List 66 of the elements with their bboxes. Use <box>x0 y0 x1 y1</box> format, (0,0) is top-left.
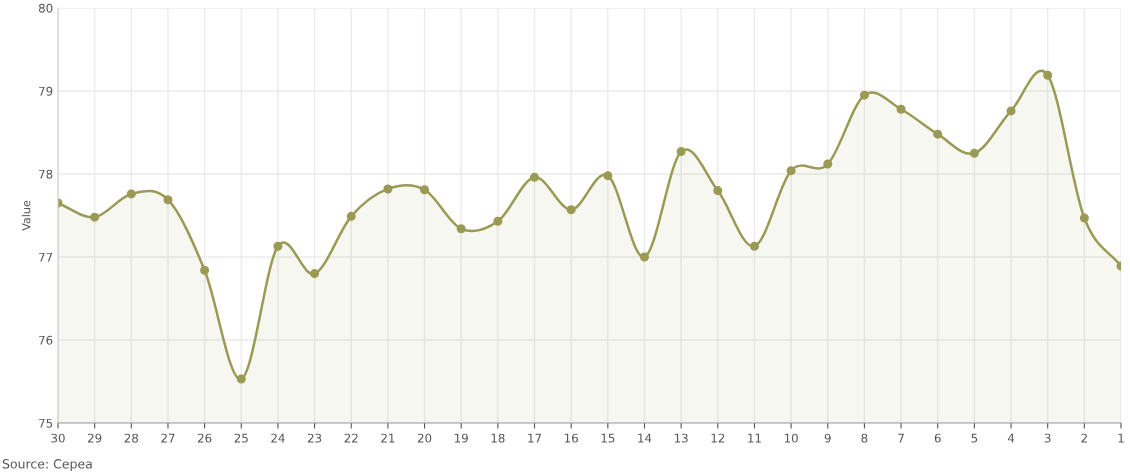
x-tick-label: 20 <box>417 433 432 443</box>
point <box>969 148 979 158</box>
point <box>713 186 723 196</box>
point <box>676 147 686 157</box>
point <box>823 159 833 169</box>
x-tick-label: 9 <box>824 433 831 443</box>
x-tick-label: 2 <box>1081 433 1087 443</box>
y-tick-label: 79 <box>39 86 53 96</box>
x-tick-label: 17 <box>528 433 542 443</box>
point <box>1006 106 1016 116</box>
x-tick-label: 19 <box>454 433 468 443</box>
x-tick-label: 8 <box>861 433 868 443</box>
point <box>236 374 246 384</box>
point <box>530 172 540 182</box>
point <box>90 212 100 222</box>
point <box>859 90 869 100</box>
point <box>1043 70 1053 80</box>
y-axis-title: Value <box>21 200 31 231</box>
point <box>603 171 613 181</box>
point <box>493 216 503 226</box>
x-tick-label: 6 <box>934 433 941 443</box>
x-tick-label: 4 <box>1007 433 1015 443</box>
y-tick-label: 80 <box>38 3 53 13</box>
point <box>1079 213 1089 223</box>
point <box>566 205 576 215</box>
y-tick-label: 76 <box>39 335 53 345</box>
x-tick-label: 22 <box>344 433 358 443</box>
point <box>420 185 430 195</box>
x-tick-label: 10 <box>784 433 798 443</box>
point <box>346 211 356 221</box>
point <box>383 184 393 194</box>
point <box>896 104 906 114</box>
x-tick-label: 18 <box>491 433 505 443</box>
point <box>200 265 210 275</box>
x-tick-label: 16 <box>564 433 578 443</box>
point <box>933 129 943 139</box>
y-tick-label: 78 <box>39 169 53 179</box>
x-tick-label: 30 <box>51 433 65 443</box>
x-tick-label: 1 <box>1118 433 1124 443</box>
x-tick-label: 14 <box>638 433 652 443</box>
point <box>126 189 136 199</box>
x-tick-label: 21 <box>381 433 395 443</box>
point <box>749 241 759 251</box>
y-tick-label: 77 <box>39 252 53 262</box>
x-tick-label: 5 <box>971 433 978 443</box>
x-tick-label: 7 <box>898 433 904 443</box>
y-tick-label: 75 <box>39 418 53 428</box>
x-tick-label: 28 <box>124 433 139 443</box>
x-tick-label: 26 <box>197 433 212 443</box>
x-tick-label: 12 <box>711 433 725 443</box>
point <box>786 166 796 176</box>
x-tick-label: 23 <box>307 433 322 443</box>
point <box>456 224 466 234</box>
x-tick-label: 25 <box>234 433 248 443</box>
x-tick-label: 24 <box>271 433 285 443</box>
x-tick-label: 27 <box>161 433 175 443</box>
point <box>273 241 283 251</box>
point <box>163 195 173 205</box>
point <box>310 269 320 279</box>
x-tick-label: 13 <box>674 433 688 443</box>
x-tick-label: 29 <box>88 433 102 443</box>
x-tick-label: 11 <box>748 433 761 443</box>
x-tick-label: 3 <box>1044 433 1051 443</box>
x-tick-label: 15 <box>601 433 615 443</box>
source-note: Source: Cepea <box>2 459 92 471</box>
point <box>639 252 649 262</box>
